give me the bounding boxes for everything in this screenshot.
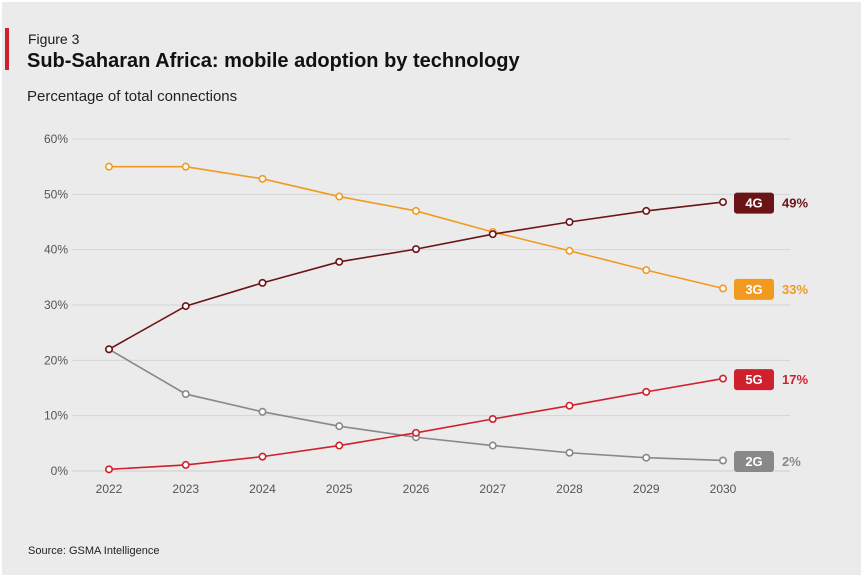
badge-4g [734,192,774,214]
x-tick-label: 2024 [249,482,276,496]
data-point-2g [181,390,190,399]
y-tick-label: 0% [51,464,69,478]
data-point-3g [181,162,190,171]
data-point-5g [181,460,190,469]
badge-label-4g: 4G [745,196,762,211]
series-line-3g [109,165,724,290]
data-point-2g [488,441,497,450]
data-point-3g [642,266,651,275]
data-point-4g [258,278,267,287]
x-tick-label: 2023 [172,482,199,496]
data-point-3g [565,246,574,255]
y-tick-label: 40% [44,243,68,257]
y-tick-label: 50% [44,187,68,201]
data-point-2g [258,407,267,416]
x-tick-label: 2027 [479,482,506,496]
data-point-5g [411,428,420,437]
badge-3g [734,278,774,300]
data-point-3g [258,174,267,183]
figure-label: Figure 3 [28,31,80,47]
data-point-2g [718,456,727,465]
source-note: Source: GSMA Intelligence [28,545,160,557]
badge-5g [734,369,774,391]
data-point-4g [335,257,344,266]
x-tick-label: 2029 [633,482,660,496]
end-value-4g: 49% [782,196,808,211]
data-point-4g [181,302,190,311]
data-point-2g [642,453,651,462]
data-point-4g [718,198,727,207]
y-tick-label: 60% [44,132,68,146]
data-point-2g [565,448,574,457]
data-point-5g [642,387,651,396]
data-point-3g [718,284,727,293]
y-tick-label: 10% [44,409,68,423]
data-point-4g [488,230,497,239]
x-tick-label: 2022 [96,482,123,496]
accent-bar [5,28,9,70]
badge-2g [734,450,774,472]
x-tick-label: 2025 [326,482,353,496]
x-tick-label: 2030 [710,482,737,496]
data-point-2g [335,422,344,431]
end-value-5g: 17% [782,372,808,387]
data-point-3g [105,162,114,171]
data-point-5g [105,465,114,474]
data-point-5g [718,374,727,383]
data-point-4g [565,218,574,227]
end-value-2g: 2% [782,454,801,469]
y-tick-label: 30% [44,298,68,312]
data-point-5g [258,452,267,461]
series-line-4g [108,201,724,350]
data-point-3g [335,192,344,201]
data-point-5g [335,441,344,450]
end-value-3g: 33% [782,282,808,297]
badge-label-2g: 2G [745,454,762,469]
data-point-5g [488,414,497,423]
chart-title: Sub-Saharan Africa: mobile adoption by t… [27,50,520,72]
data-point-3g [411,206,420,215]
data-point-4g [411,245,420,254]
series-line-2g [108,348,724,462]
data-point-5g [565,401,574,410]
data-point-4g [642,206,651,215]
chart-subtitle: Percentage of total connections [27,88,238,105]
data-point-4g [105,345,114,354]
y-tick-label: 20% [44,353,68,367]
x-tick-label: 2028 [556,482,583,496]
badge-label-5g: 5G [745,372,762,387]
badge-label-3g: 3G [745,282,762,297]
series-line-5g [108,377,724,471]
x-tick-label: 2026 [403,482,430,496]
